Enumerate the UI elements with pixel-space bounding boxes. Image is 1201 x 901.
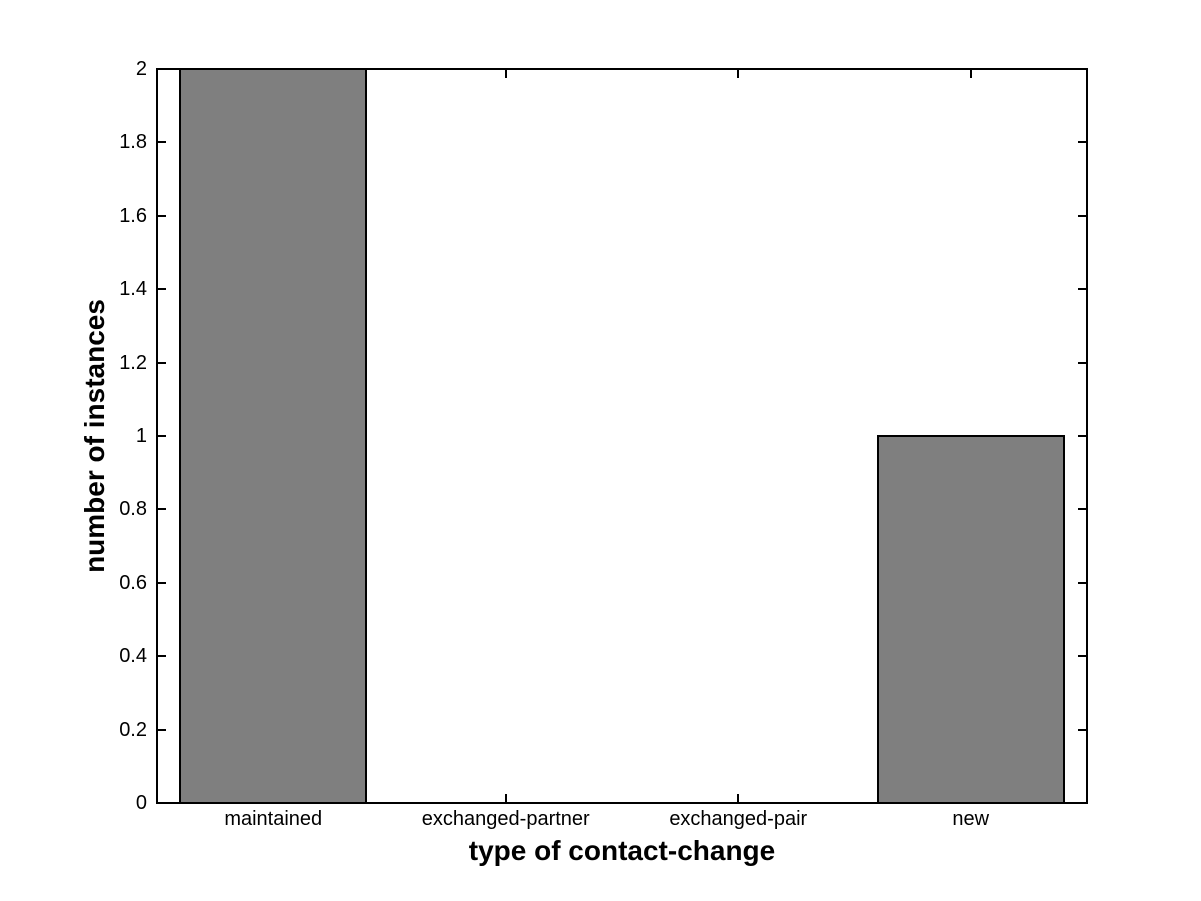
y-tick-label: 0.4 bbox=[119, 645, 147, 668]
y-tick-label: 1.6 bbox=[119, 204, 147, 227]
y-tick-label: 1.2 bbox=[119, 351, 147, 374]
bar-maintained bbox=[179, 68, 368, 804]
x-tick-mark-bottom bbox=[737, 794, 740, 803]
y-tick-label: 2 bbox=[135, 58, 147, 80]
y-tick-mark-right bbox=[1078, 802, 1087, 804]
y-tick-label: 1.4 bbox=[119, 278, 147, 301]
y-tick-mark-left bbox=[157, 581, 166, 584]
bar-new bbox=[876, 435, 1065, 804]
y-tick-label: 0.2 bbox=[119, 718, 147, 741]
y-axis-label: number of instances bbox=[79, 299, 110, 573]
y-tick-label: 0.8 bbox=[119, 498, 147, 521]
x-tick-label-exchanged-partner: exchanged-partner bbox=[421, 808, 590, 830]
y-tick-mark-left bbox=[157, 68, 166, 70]
y-tick-mark-left bbox=[157, 728, 166, 731]
y-tick-mark-right bbox=[1078, 728, 1087, 731]
y-tick-mark-right bbox=[1078, 655, 1087, 658]
y-tick-mark-left bbox=[157, 214, 166, 217]
y-tick-mark-right bbox=[1078, 361, 1087, 364]
y-tick-mark-right bbox=[1078, 141, 1087, 144]
y-tick-mark-right bbox=[1078, 435, 1087, 437]
y-tick-label: 0 bbox=[135, 792, 147, 814]
y-tick-mark-right bbox=[1078, 581, 1087, 584]
y-tick-mark-left bbox=[157, 802, 166, 804]
x-tick-mark-top bbox=[737, 69, 740, 78]
x-tick-label-maintained: maintained bbox=[224, 808, 323, 830]
y-tick-mark-left bbox=[157, 435, 166, 437]
x-tick-mark-top bbox=[969, 69, 972, 78]
x-tick-mark-top bbox=[504, 69, 507, 78]
y-tick-label: 1.8 bbox=[119, 131, 147, 154]
y-tick-mark-left bbox=[157, 508, 166, 511]
x-tick-label-exchanged-pair: exchanged-pair bbox=[669, 808, 808, 830]
y-tick-label: 1 bbox=[135, 425, 147, 447]
y-tick-label: 0.6 bbox=[119, 571, 147, 594]
y-tick-mark-right bbox=[1078, 68, 1087, 70]
y-tick-mark-left bbox=[157, 361, 166, 364]
y-tick-mark-right bbox=[1078, 288, 1087, 291]
x-tick-mark-bottom bbox=[504, 794, 507, 803]
y-tick-mark-right bbox=[1078, 214, 1087, 217]
y-tick-mark-left bbox=[157, 655, 166, 658]
x-tick-label-new: new bbox=[952, 808, 990, 830]
y-tick-mark-right bbox=[1078, 508, 1087, 511]
y-tick-mark-left bbox=[157, 141, 166, 144]
y-tick-mark-left bbox=[157, 288, 166, 291]
x-axis-label: type of contact-change bbox=[468, 835, 776, 866]
